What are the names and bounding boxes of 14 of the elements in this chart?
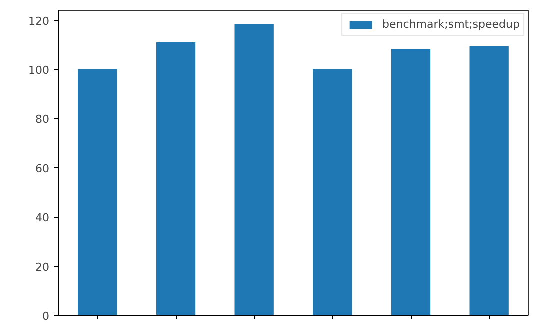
bar bbox=[234, 24, 274, 316]
bar bbox=[78, 70, 118, 316]
legend-label: benchmark;smt;speedup bbox=[382, 18, 520, 31]
y-tick-label: 120 bbox=[28, 14, 50, 28]
y-tick-label: 20 bbox=[36, 260, 50, 274]
y-tick-label: 80 bbox=[36, 113, 50, 126]
bar bbox=[470, 46, 509, 316]
bar bbox=[156, 42, 196, 316]
y-tick-label: 60 bbox=[36, 162, 50, 176]
y-tick-label: 0 bbox=[42, 310, 50, 323]
bar bbox=[313, 70, 352, 316]
y-tick-label: 100 bbox=[28, 64, 50, 78]
bar bbox=[391, 49, 431, 316]
y-tick-label: 40 bbox=[36, 212, 50, 225]
